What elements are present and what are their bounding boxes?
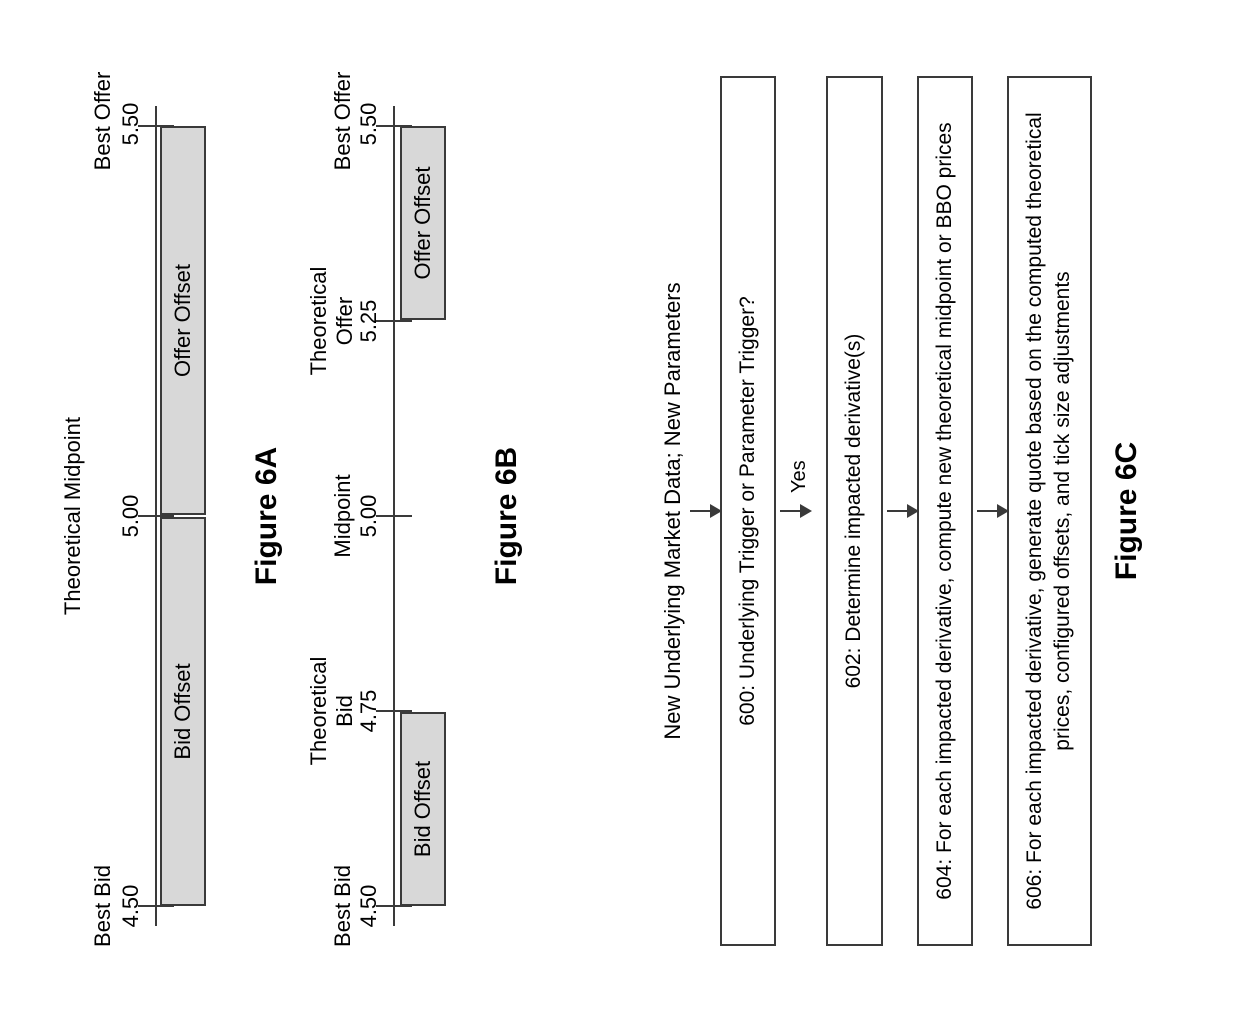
arrow-down-icon	[977, 510, 1007, 512]
arrow-down-icon	[780, 510, 810, 512]
fig6a-best-offer-label: Best Offer	[90, 61, 116, 181]
fig6b-theo-offer-label: Theoretical Offer	[306, 256, 358, 386]
fig6c-top-text: New Underlying Market Data; New Paramete…	[660, 76, 686, 946]
theoretical-midpoint-label: Theoretical Midpoint	[60, 106, 86, 926]
fig6c-caption: Figure 6C	[1110, 76, 1144, 946]
fig6b-offer-offset-bar: Offer Offset	[400, 126, 446, 320]
figure-6c: New Underlying Market Data; New Paramete…	[660, 76, 1144, 946]
fig6b-theo-bid-label: Theoretical Bid	[306, 646, 358, 776]
fig6c-box-606: 606: For each impacted derivative, gener…	[1007, 76, 1092, 946]
fig6a-offer-offset-text: Offer Offset	[170, 264, 196, 377]
arrow-down-icon	[887, 510, 917, 512]
fig6b-best-offer-label: Best Offer	[330, 61, 356, 181]
fig6a-caption: Figure 6A	[250, 106, 284, 926]
fig6b-caption: Figure 6B	[490, 106, 524, 926]
fig6b-tick-mid	[376, 515, 412, 517]
fig6c-box-602: 602: Determine impacted derivative(s)	[826, 76, 882, 946]
fig6c-yes-label: Yes	[788, 460, 811, 493]
fig6b-bid-offset-text: Bid Offset	[410, 761, 436, 857]
fig6c-box-600: 600: Underlying Trigger or Parameter Tri…	[720, 76, 776, 946]
fig6b-offer-offset-text: Offer Offset	[410, 167, 436, 280]
fig6a-best-offer-value: 5.50	[118, 74, 144, 174]
fig6c-box-604: 604: For each impacted derivative, compu…	[917, 76, 973, 946]
fig6a-offer-offset-bar: Offer Offset	[160, 126, 206, 515]
fig6b-midpoint-label: Midpoint	[330, 461, 356, 571]
fig6a-bid-offset-bar: Bid Offset	[160, 517, 206, 906]
fig6b-best-offer-value: 5.50	[356, 74, 382, 174]
fig6b-bid-offset-bar: Bid Offset	[400, 712, 446, 906]
fig6b-tick-theooffer	[376, 320, 412, 322]
arrow-down-icon	[690, 510, 720, 512]
fig6a-bid-offset-text: Bid Offset	[170, 663, 196, 759]
fig6b-best-bid-label: Best Bid	[330, 856, 356, 956]
fig6a-best-bid-label: Best Bid	[90, 856, 116, 956]
